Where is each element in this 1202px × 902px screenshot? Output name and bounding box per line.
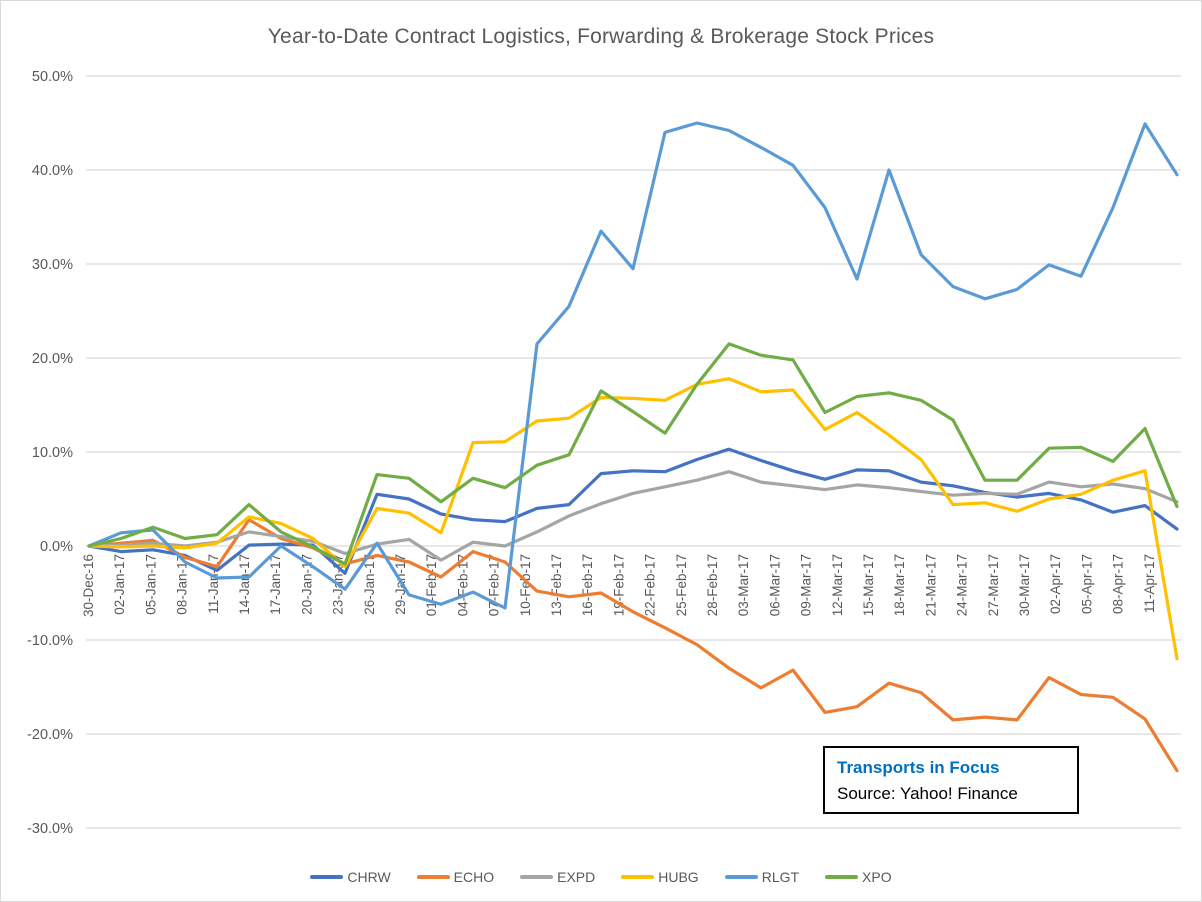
legend-item-EXPD: EXPD [520, 869, 595, 885]
series-line-ECHO [87, 518, 1179, 773]
x-tick-label: 13-Feb-17 [549, 554, 564, 616]
x-tick-label: 05-Jan-17 [143, 554, 158, 615]
legend-label-EXPD: EXPD [557, 869, 596, 885]
x-tick-label: 08-Apr-17 [1111, 554, 1126, 614]
x-tick-label: 17-Jan-17 [268, 554, 283, 615]
series-line-RLGT [87, 121, 1179, 610]
x-tick-label: 01-Feb-17 [424, 554, 439, 616]
y-tick-label: 0.0% [40, 539, 73, 555]
x-tick-label: 16-Feb-17 [580, 554, 595, 616]
legend-item-RLGT: RLGT [724, 869, 800, 885]
legend-label-RLGT: RLGT [761, 869, 800, 885]
x-tick-label: 02-Jan-17 [112, 554, 127, 615]
y-tick-label: 40.0% [32, 163, 73, 179]
x-tick-label: 15-Mar-17 [861, 554, 876, 616]
x-tick-label: 28-Feb-17 [705, 554, 720, 616]
y-tick-label: -10.0% [27, 633, 73, 649]
legend-swatch-ECHO [416, 875, 450, 879]
legend-swatch-HUBG [621, 875, 655, 879]
y-tick-label: 10.0% [32, 445, 73, 461]
legend-item-ECHO: ECHO [416, 869, 495, 885]
x-tick-label: 12-Mar-17 [830, 554, 845, 616]
y-tick-label: -30.0% [27, 821, 73, 837]
legend-item-HUBG: HUBG [621, 869, 699, 885]
x-tick-label: 18-Mar-17 [892, 554, 907, 616]
y-tick-label: 30.0% [32, 257, 73, 273]
legend-swatch-XPO [825, 875, 859, 879]
x-tick-label: 06-Mar-17 [767, 554, 782, 616]
x-tick-label: 08-Jan-17 [175, 554, 190, 615]
x-tick-label: 02-Apr-17 [1048, 554, 1063, 614]
legend-swatch-RLGT [724, 875, 758, 879]
series-line-XPO [87, 342, 1179, 566]
legend-swatch-CHRW [310, 875, 344, 879]
y-tick-label: 20.0% [32, 351, 73, 367]
x-tick-label: 29-Jan-17 [393, 554, 408, 615]
legend-item-CHRW: CHRW [310, 869, 391, 885]
y-tick-label: -20.0% [27, 727, 73, 743]
x-tick-label: 21-Mar-17 [923, 554, 938, 616]
x-tick-label: 04-Feb-17 [455, 554, 470, 616]
x-tick-label: 03-Mar-17 [736, 554, 751, 616]
x-tick-label: 20-Jan-17 [299, 554, 314, 615]
x-tick-label: 25-Feb-17 [674, 554, 689, 616]
legend-item-XPO: XPO [825, 869, 892, 885]
legend-label-ECHO: ECHO [453, 869, 495, 885]
x-tick-label: 05-Apr-17 [1079, 554, 1094, 614]
series-line-HUBG [87, 377, 1179, 661]
x-tick-label: 22-Feb-17 [643, 554, 658, 616]
legend-label-HUBG: HUBG [658, 869, 699, 885]
legend-label-XPO: XPO [862, 869, 892, 885]
chart-title: Year-to-Date Contract Logistics, Forward… [267, 25, 935, 48]
legend-label-CHRW: CHRW [347, 869, 391, 885]
annotation-box: Transports in Focus Source: Yahoo! Finan… [823, 746, 1079, 814]
series-line-EXPD [87, 470, 1179, 562]
x-tick-label: 11-Apr-17 [1142, 554, 1157, 613]
legend-swatch-EXPD [520, 875, 554, 879]
y-tick-label: 50.0% [32, 69, 73, 85]
annotation-source: Source: Yahoo! Finance [837, 784, 1018, 803]
x-tick-label: 26-Jan-17 [362, 554, 377, 615]
x-tick-label: 24-Mar-17 [955, 554, 970, 616]
x-tick-label: 10-Feb-17 [518, 554, 533, 616]
x-tick-label: 27-Mar-17 [986, 554, 1001, 616]
legend: CHRW ECHO EXPD HUBG RLGT XPO [1, 869, 1201, 885]
annotation-title: Transports in Focus [837, 758, 1000, 777]
x-tick-label: 09-Mar-17 [799, 554, 814, 616]
x-tick-label: 30-Dec-16 [81, 554, 96, 617]
x-tick-label: 30-Mar-17 [1017, 554, 1032, 616]
x-tick-label: 14-Jan-17 [237, 554, 252, 615]
